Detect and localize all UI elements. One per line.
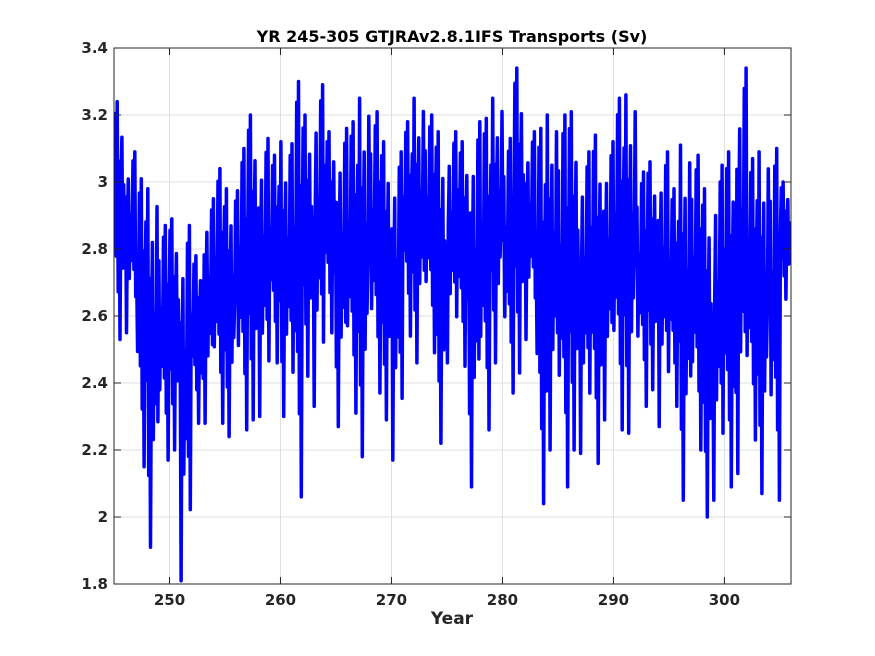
y-tick-label: 1.8 [81,575,108,593]
y-tick-label: 2.2 [81,441,108,459]
chart-title: YR 245-305 GTJRAv2.8.1IFS Transports (Sv… [256,27,648,46]
y-tick-label: 2.6 [81,307,108,325]
y-tick-label: 3 [98,173,108,191]
y-tick-label: 2 [98,508,108,526]
x-tick-labels: 250 260 270 280 290 300 [154,591,740,609]
x-axis-label: Year [430,609,474,629]
y-tick-label: 3.4 [81,39,108,57]
x-tick-label: 260 [265,591,296,609]
x-tick-label: 300 [709,591,740,609]
x-tick-label: 290 [598,591,629,609]
x-tick-label: 270 [376,591,407,609]
series-group [114,66,791,583]
y-tick-label: 2.8 [81,240,108,258]
x-tick-label: 250 [154,591,185,609]
y-tick-labels: 1.8 2 2.2 2.4 2.6 2.8 3 3.2 3.4 [81,39,108,593]
y-tick-label: 2.4 [81,374,108,392]
x-tick-label: 280 [487,591,518,609]
series-line [114,66,791,583]
tick-marks [114,47,791,585]
y-tick-label: 3.2 [81,106,108,124]
